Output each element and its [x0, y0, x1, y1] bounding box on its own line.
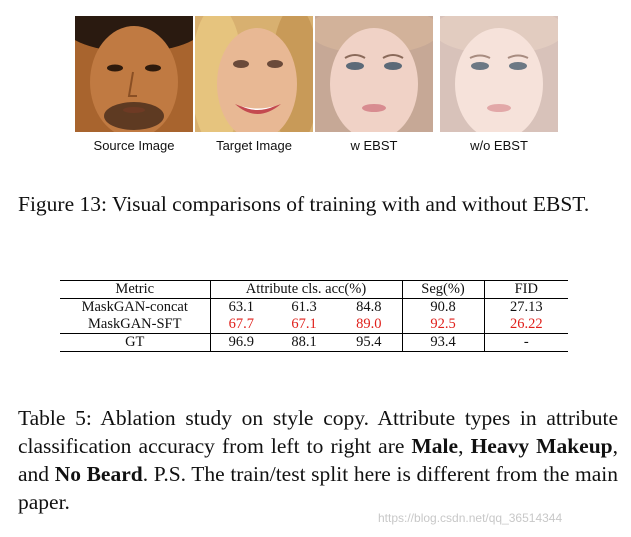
watermark: https://blog.csdn.net/qq_36514344 [378, 511, 563, 525]
cell-seg: 90.8 [402, 298, 485, 316]
cell-fid: - [484, 333, 568, 352]
cell-attr-makeup: 61.3 [291, 299, 317, 315]
cell-seg: 92.5 [402, 316, 485, 334]
cell-attr-makeup: 88.1 [272, 333, 336, 352]
figure-caption: Figure 13: Visual comparisons of trainin… [18, 192, 590, 216]
attr-male-label: Male [411, 434, 459, 458]
row-name: MaskGAN-concat [60, 298, 211, 316]
table-row: MaskGAN-concat 63.1 61.3 84.8 90.8 27.13 [60, 298, 568, 316]
cell-seg: 93.4 [402, 333, 485, 352]
attr-nobeard-label: No Beard [54, 462, 143, 486]
cell-attr-nobeard: 84.8 [336, 298, 403, 316]
table-caption-text: , [458, 434, 471, 458]
wo-ebst-caption: w/o EBST [470, 138, 528, 153]
target-image-caption: Target Image [216, 138, 292, 153]
row-name: GT [60, 333, 211, 352]
table-caption: Table 5: Ablation study on style copy. A… [18, 404, 618, 516]
table-caption-text: Table 5: Ablation study on style copy. A… [18, 406, 618, 458]
ablation-table: Metric Attribute cls. acc(%) Seg(%) FID … [60, 280, 568, 352]
attr-makeup-label: Heavy Makeup [470, 434, 613, 458]
w-ebst-image [315, 16, 433, 132]
table-row: MaskGAN-SFT 67.7 67.1 89.0 92.5 26.22 [60, 316, 568, 334]
cell-attr-male: 96.9 [210, 333, 272, 352]
cell-attr-nobeard: 95.4 [336, 333, 403, 352]
table-caption-text: . P.S. The train/test split here is diff… [18, 462, 619, 514]
header-seg: Seg(%) [402, 280, 485, 299]
source-image [75, 16, 193, 132]
cell-attr-male: 67.7 [228, 316, 254, 332]
header-attribute-acc: Attribute cls. acc(%) [210, 280, 403, 299]
header-fid: FID [484, 280, 568, 299]
cell-attr-nobeard: 89.0 [336, 316, 403, 334]
cell-fid: 26.22 [509, 316, 543, 332]
cell-attr-male: 63.1 [228, 299, 254, 315]
w-ebst-caption: w EBST [350, 138, 398, 153]
target-image [195, 16, 313, 132]
table-caption-text: , and [18, 434, 619, 486]
wo-ebst-image [440, 16, 558, 132]
source-image-caption: Source Image [93, 138, 175, 153]
table-row: GT 96.9 88.1 95.4 93.4 - [60, 333, 568, 352]
row-name: MaskGAN-SFT [60, 316, 211, 334]
table-header-row: Metric Attribute cls. acc(%) Seg(%) FID [60, 280, 568, 299]
cell-fid: 27.13 [509, 299, 543, 315]
header-metric: Metric [60, 280, 211, 299]
cell-attr-makeup: 67.1 [291, 316, 317, 332]
